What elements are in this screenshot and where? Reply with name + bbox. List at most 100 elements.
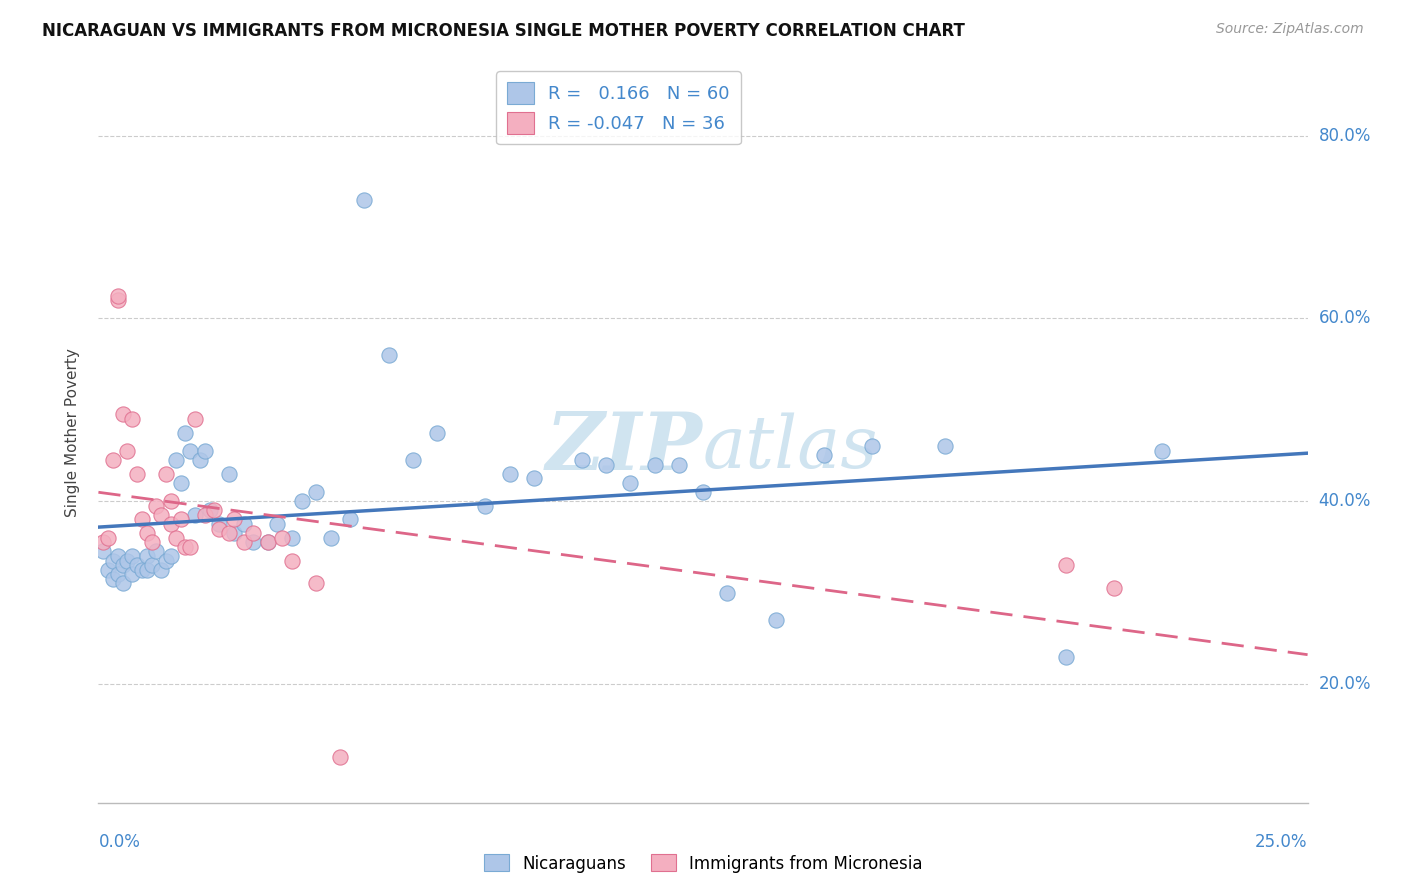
Point: [256, 535, 278, 549]
Point: [91, 535, 114, 549]
Point: [111, 558, 134, 573]
Point: [305, 485, 328, 500]
Text: 80.0%: 80.0%: [1319, 127, 1371, 145]
Point: [377, 348, 399, 362]
Point: [150, 508, 173, 522]
Point: [571, 453, 593, 467]
Point: [165, 531, 187, 545]
Point: [218, 467, 240, 481]
Point: [135, 526, 157, 541]
Point: [179, 443, 201, 458]
Point: [160, 494, 183, 508]
Point: [813, 449, 835, 463]
Point: [668, 458, 690, 472]
Point: [232, 516, 254, 531]
Point: [692, 485, 714, 500]
Point: [198, 503, 221, 517]
Text: 60.0%: 60.0%: [1319, 310, 1371, 327]
Point: [121, 412, 143, 426]
Point: [256, 535, 278, 549]
Point: [145, 499, 167, 513]
Point: [1102, 581, 1125, 595]
Point: [426, 425, 449, 440]
Point: [97, 531, 120, 545]
Point: [135, 549, 157, 563]
Point: [218, 526, 240, 541]
Y-axis label: Single Mother Poverty: Single Mother Poverty: [65, 348, 80, 517]
Text: Source: ZipAtlas.com: Source: ZipAtlas.com: [1216, 22, 1364, 37]
Point: [101, 553, 124, 567]
Point: [169, 475, 191, 490]
Point: [204, 503, 226, 517]
Point: [266, 516, 288, 531]
Text: 0.0%: 0.0%: [98, 833, 141, 851]
Point: [141, 558, 163, 573]
Point: [595, 458, 617, 472]
Point: [319, 531, 342, 545]
Point: [107, 288, 129, 302]
Legend: R =   0.166   N = 60, R = -0.047   N = 36: R = 0.166 N = 60, R = -0.047 N = 36: [496, 71, 741, 145]
Point: [165, 453, 187, 467]
Point: [208, 522, 231, 536]
Point: [121, 549, 143, 563]
Point: [111, 408, 134, 422]
Point: [184, 508, 207, 522]
Point: [150, 563, 173, 577]
Point: [107, 549, 129, 563]
Point: [117, 443, 139, 458]
Point: [107, 293, 129, 307]
Point: [141, 535, 163, 549]
Point: [1152, 443, 1174, 458]
Point: [194, 508, 217, 522]
Legend: Nicaraguans, Immigrants from Micronesia: Nicaraguans, Immigrants from Micronesia: [477, 847, 929, 880]
Point: [155, 553, 177, 567]
Point: [860, 439, 883, 453]
Text: atlas: atlas: [703, 412, 879, 483]
Point: [242, 535, 264, 549]
Point: [339, 512, 361, 526]
Point: [222, 512, 245, 526]
Point: [155, 467, 177, 481]
Point: [765, 613, 787, 627]
Point: [498, 467, 520, 481]
Point: [91, 544, 114, 558]
Point: [131, 563, 153, 577]
Point: [160, 549, 183, 563]
Point: [135, 563, 157, 577]
Text: ZIP: ZIP: [546, 409, 703, 486]
Point: [716, 585, 738, 599]
Point: [121, 567, 143, 582]
Point: [194, 443, 217, 458]
Point: [169, 512, 191, 526]
Point: [305, 576, 328, 591]
Point: [1054, 558, 1077, 573]
Point: [188, 453, 211, 467]
Point: [281, 553, 304, 567]
Point: [127, 558, 149, 573]
Text: 20.0%: 20.0%: [1319, 675, 1371, 693]
Point: [145, 544, 167, 558]
Point: [644, 458, 666, 472]
Point: [619, 475, 641, 490]
Point: [474, 499, 496, 513]
Point: [329, 750, 352, 764]
Point: [111, 576, 134, 591]
Point: [97, 563, 120, 577]
Point: [174, 425, 197, 440]
Point: [290, 494, 312, 508]
Point: [523, 471, 546, 485]
Text: 40.0%: 40.0%: [1319, 492, 1371, 510]
Point: [117, 553, 139, 567]
Point: [242, 526, 264, 541]
Point: [402, 453, 425, 467]
Point: [184, 412, 207, 426]
Point: [271, 531, 294, 545]
Point: [107, 567, 129, 582]
Point: [101, 572, 124, 586]
Point: [1054, 649, 1077, 664]
Point: [222, 526, 245, 541]
Text: 25.0%: 25.0%: [1256, 833, 1308, 851]
Point: [174, 540, 197, 554]
Point: [208, 516, 231, 531]
Point: [160, 516, 183, 531]
